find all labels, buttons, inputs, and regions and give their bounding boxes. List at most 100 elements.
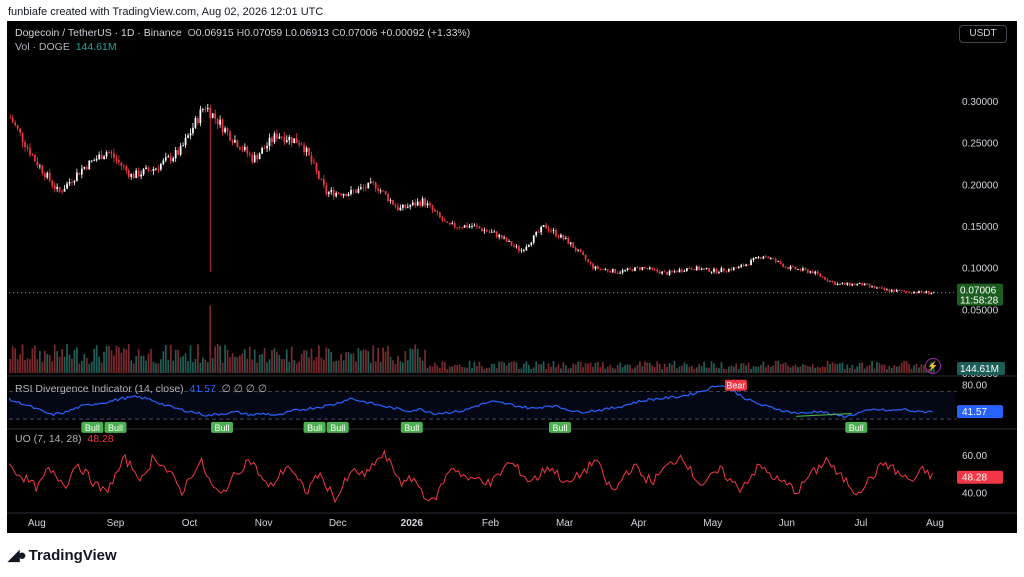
candle-body [757,257,760,258]
volume-bar [641,366,644,373]
candle-body [448,222,451,225]
candle-body [579,249,582,253]
volume-bar [481,366,483,373]
candle-body [616,272,619,274]
volume-tag-box [957,362,1005,375]
candle-body [903,290,905,292]
volume-bar [303,350,305,373]
volume-bar [508,362,510,373]
candle-body [742,265,745,267]
lightning-icon[interactable]: ⚡ [925,358,941,374]
volume-bar [132,363,135,373]
volume-bar [545,369,547,373]
rsi-signal-label: Bull [552,423,567,433]
volume-bar [476,366,478,373]
volume-bar [150,349,152,373]
candle-body [58,186,61,192]
volume-bar [122,348,125,373]
rsi-signal-label-box [845,421,868,433]
candle-body [295,138,298,144]
candle-body [562,234,565,240]
candle-body [653,268,656,270]
volume-bar [162,351,165,373]
chart-canvas[interactable]: 0.30000 0.25000 0.20000 0.15000 0.10000 0.050… [7,21,1017,533]
volume-legend: Vol · DOGE 144.61M [15,41,117,53]
candle-body [305,147,308,153]
volume-bar [915,363,918,373]
candle-body [404,204,407,208]
volume-bar [905,361,908,373]
volume-bar [577,361,580,373]
candle-body [683,271,686,272]
rsi-signal-label: Bull [404,423,419,433]
volume-bar [88,363,91,373]
volume-bar [839,363,841,373]
chart-frame[interactable]: 0.30000 0.25000 0.20000 0.15000 0.10000 0.050… [7,21,1017,533]
volume-bar [461,366,463,373]
volume-bar [174,349,177,373]
volume-bar [762,361,765,373]
volume-bar [409,348,412,373]
candle-body [688,268,691,270]
time-axis-label: Jun [779,518,795,529]
volume-bar [653,367,656,373]
candle-body [826,279,829,282]
symbol-name: Dogecoin / TetherUS · 1D · Binance [15,27,182,39]
candle-body [527,244,530,247]
candle-body [201,109,204,110]
volume-bar [145,360,147,373]
candle-body [63,188,66,192]
currency-button[interactable]: USDT [959,25,1007,43]
candle-body [784,266,787,268]
volume-bar [113,355,115,373]
candle-body [668,270,671,275]
volume-bar [300,353,303,373]
candle-body [905,291,908,293]
volume-bar [797,366,799,373]
candle-body [441,217,444,221]
rsi-signal-label-box [81,421,104,433]
rsi-signal-label: Bull [849,423,864,433]
candle-body [155,168,157,170]
price-tag-countdown: 11:58:28 [960,296,999,307]
candle-body [409,205,412,207]
candle-body [777,261,780,263]
candle-body [540,226,543,233]
time-axis-label: Feb [482,518,500,529]
time-axis-label: May [703,518,722,529]
candle-body [285,140,288,142]
candle-body [278,136,281,139]
candle-body [930,292,933,294]
volume-bar [466,367,468,373]
volume-bar [24,360,26,373]
candle-body [288,136,291,141]
candle-body [730,268,733,271]
candle-body [66,183,68,189]
volume-bar [636,364,639,373]
volume-bar [332,361,335,373]
volume-bar [688,366,691,373]
candle-body [226,128,229,132]
uo-legend: UO (7, 14, 28) 48.28 [15,433,114,445]
candle-body [231,140,234,143]
volume-bar [510,361,513,373]
header-note: funbiafe created with TradingView.com, A… [8,6,324,18]
volume-bar [639,361,641,373]
candle-body [802,268,804,271]
candle-body [824,277,826,280]
candle-body [276,133,278,139]
volume-bar [802,364,804,373]
volume-bar [727,366,730,373]
candle-body [737,266,740,269]
candle-body [772,258,775,259]
candle-body [574,247,577,251]
volume-bar [634,367,636,373]
candle-body [355,190,357,193]
volume-bar [367,351,370,373]
candle-body [923,292,925,294]
volume-bar [63,356,66,373]
volume-bar [187,361,189,373]
volume-bar [602,362,604,373]
volume-bar [562,362,565,373]
rsi-signal-label-box [548,421,571,433]
